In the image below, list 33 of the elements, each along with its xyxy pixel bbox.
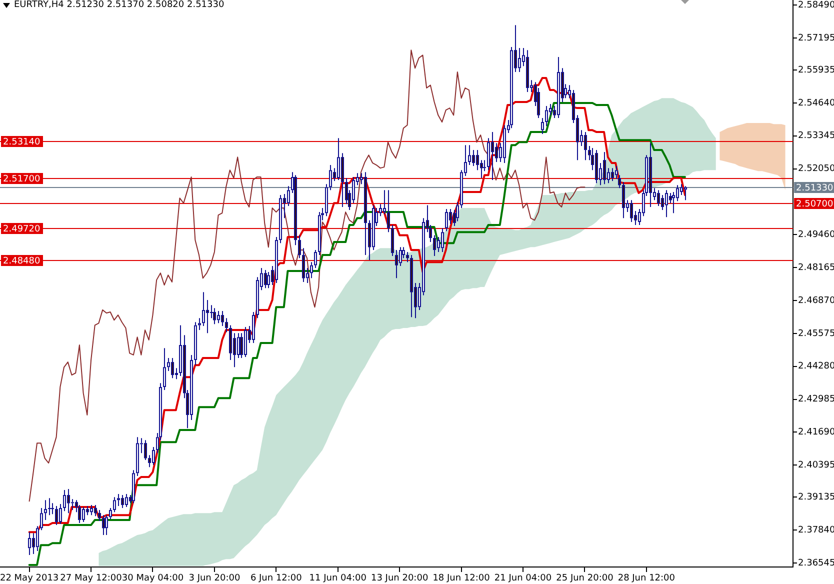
x-tick-label: 11 Jun 04:00 — [309, 574, 367, 584]
x-tick-label: 21 Jun 04:00 — [494, 574, 552, 584]
ref-line-label: 2.51330 — [796, 183, 834, 194]
x-tick-label: 30 May 04:00 — [122, 574, 184, 584]
x-tick-label: 6 Jun 12:00 — [250, 574, 302, 584]
x-tick-label: 25 Jun 20:00 — [556, 574, 614, 584]
x-tick-label: 13 Jun 20:00 — [370, 574, 428, 584]
x-tick-label: 3 Jun 20:00 — [188, 574, 240, 584]
y-tick-label: 2.40395 — [798, 460, 834, 471]
y-tick-label: 2.48165 — [798, 262, 834, 273]
ref-line-label: 2.51700 — [3, 174, 40, 184]
chart-title: EURTRY,H4 2.51230 2.51370 2.50820 2.51330 — [14, 0, 224, 11]
y-tick-label: 2.57195 — [798, 33, 834, 44]
candlestick — [48, 498, 51, 516]
x-tick-label: 27 May 12:00 — [60, 574, 122, 584]
y-tick-label: 2.39135 — [798, 492, 834, 503]
ref-line-label: 2.48480 — [3, 256, 40, 266]
candlestick — [210, 305, 213, 318]
x-tick-label: 18 Jun 12:00 — [432, 574, 490, 584]
candlestick — [206, 300, 209, 334]
candlestick — [483, 160, 486, 172]
y-tick-label: 2.45575 — [798, 328, 834, 339]
candlestick — [71, 499, 74, 510]
x-tick-label: 28 Jun 12:00 — [618, 574, 676, 584]
y-tick-label: 2.42985 — [798, 394, 834, 405]
y-tick-label: 2.53345 — [798, 131, 834, 142]
y-tick-label: 2.36545 — [798, 558, 834, 568]
ref-line-label: 2.50700 — [796, 199, 834, 210]
ref-line-label: 2.49720 — [3, 224, 40, 234]
x-tick-label: 22 May 2013 — [0, 574, 59, 584]
ref-line-label: 2.53140 — [3, 137, 40, 148]
y-tick-label: 2.55935 — [798, 65, 834, 76]
candlestick — [51, 503, 54, 514]
